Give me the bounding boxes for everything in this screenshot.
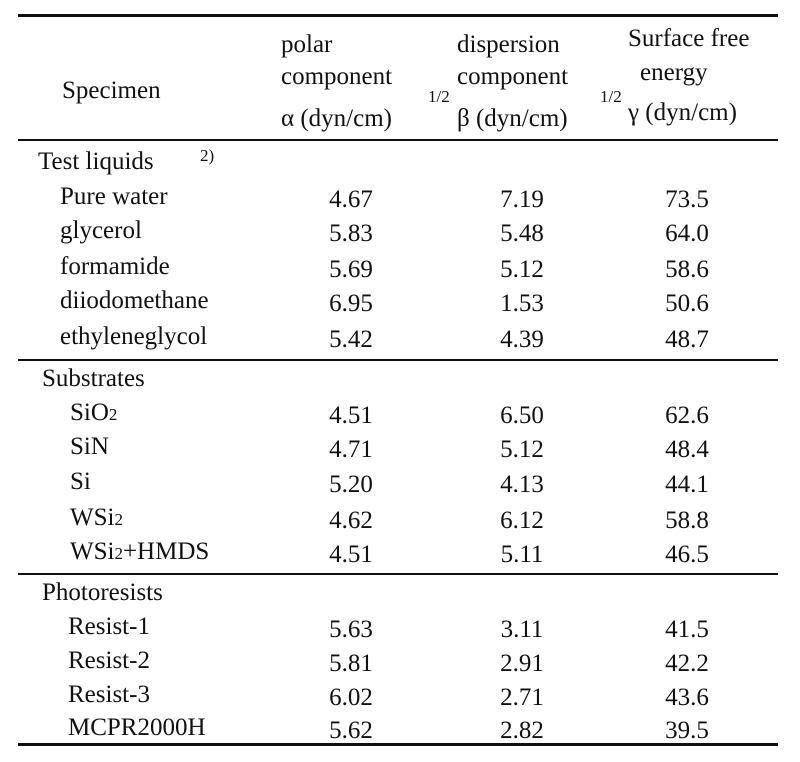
row-name-base: WSi (70, 504, 115, 531)
row-name: WSi2+HMDS (70, 537, 209, 569)
row-name: glycerol (60, 217, 142, 244)
row-name: WSi2 (70, 503, 123, 535)
row-name-base: WSi (70, 538, 115, 565)
cell-beta: 2.71 (500, 684, 544, 711)
section-title-photoresists: Photoresists (42, 579, 163, 606)
cell-gamma: 62.6 (665, 402, 709, 429)
cell-alpha: 5.69 (329, 256, 373, 283)
cell-alpha: 4.51 (329, 402, 373, 429)
header-surface-unit: γ (dyn/cm) (628, 99, 737, 126)
cell-beta: 2.91 (500, 650, 544, 677)
header-dispersion-line2: component (457, 63, 569, 90)
cell-gamma: 48.4 (665, 436, 709, 463)
cell-gamma: 41.5 (665, 616, 709, 643)
row-name: formamide (60, 253, 170, 280)
header-polar-exponent: 1/2 (428, 87, 450, 106)
cell-alpha: 5.42 (329, 326, 373, 353)
row-name: ethyleneglycol (60, 323, 208, 350)
cell-gamma: 43.6 (665, 684, 709, 711)
cell-beta: 6.50 (500, 402, 544, 429)
cell-alpha: 4.71 (329, 436, 373, 463)
section-title-test-liquids: Test liquids (38, 148, 154, 175)
cell-alpha: 5.83 (329, 220, 373, 247)
row-name: Resist-3 (68, 681, 150, 708)
cell-alpha: 5.20 (329, 471, 373, 498)
cell-alpha: 4.62 (329, 507, 373, 534)
row-name: diiodomethane (60, 287, 209, 314)
cell-alpha: 5.62 (329, 717, 373, 744)
header-rule (18, 139, 778, 141)
header-polar-line1: polar (281, 31, 333, 58)
cell-beta: 5.12 (500, 436, 544, 463)
cell-alpha: 5.81 (329, 650, 373, 677)
row-name-subscript: 2 (114, 544, 123, 563)
row-name: MCPR2000H (68, 714, 206, 741)
section-title-substrates: Substrates (42, 365, 145, 392)
cell-gamma: 58.6 (665, 256, 709, 283)
row-name-subscript: 2 (108, 405, 118, 424)
cell-alpha: 4.51 (329, 541, 373, 568)
cell-gamma: 46.5 (665, 541, 709, 568)
cell-alpha: 4.67 (329, 186, 373, 213)
header-dispersion-unit: β (dyn/cm) (457, 105, 568, 132)
row-name: SiO2 (70, 398, 117, 430)
row-name: Pure water (60, 183, 168, 210)
bottom-rule (18, 743, 778, 746)
header-polar-line2: component (281, 63, 393, 90)
section-rule-1 (18, 359, 778, 361)
header-specimen: Specimen (62, 77, 161, 104)
footnote-marker: 2) (200, 146, 215, 165)
row-name-subscript: 2 (114, 510, 123, 529)
cell-beta: 5.48 (500, 220, 544, 247)
top-rule (18, 14, 778, 17)
cell-beta: 5.11 (500, 541, 544, 568)
row-name: Si (70, 468, 91, 495)
cell-gamma: 73.5 (665, 186, 709, 213)
cell-gamma: 58.8 (665, 507, 709, 534)
header-dispersion-line1: dispersion (457, 31, 560, 58)
cell-beta: 5.12 (500, 256, 544, 283)
row-name-suffix: +HMDS (122, 538, 210, 565)
cell-alpha: 6.95 (329, 290, 373, 317)
row-name-base: SiO (70, 399, 109, 426)
cell-alpha: 6.02 (329, 684, 373, 711)
cell-gamma: 39.5 (665, 717, 709, 744)
header-surface-line2: energy (640, 59, 708, 86)
cell-beta: 4.13 (500, 471, 544, 498)
cell-gamma: 50.6 (665, 290, 709, 317)
header-polar-unit: α (dyn/cm) (281, 105, 392, 132)
cell-gamma: 48.7 (665, 326, 709, 353)
row-name: Resist-2 (68, 647, 150, 674)
cell-beta: 3.11 (500, 616, 544, 643)
header-dispersion-exponent: 1/2 (600, 87, 622, 106)
row-name: SiN (70, 433, 109, 460)
cell-beta: 7.19 (500, 186, 544, 213)
section-rule-2 (18, 573, 778, 575)
cell-beta: 4.39 (500, 326, 544, 353)
header-surface-line1: Surface free (628, 25, 750, 52)
cell-alpha: 5.63 (329, 616, 373, 643)
cell-gamma: 42.2 (665, 650, 709, 677)
row-name: Resist-1 (68, 613, 150, 640)
cell-beta: 6.12 (500, 507, 544, 534)
cell-beta: 2.82 (500, 717, 544, 744)
cell-gamma: 64.0 (665, 220, 709, 247)
cell-gamma: 44.1 (665, 471, 709, 498)
cell-beta: 1.53 (500, 290, 544, 317)
